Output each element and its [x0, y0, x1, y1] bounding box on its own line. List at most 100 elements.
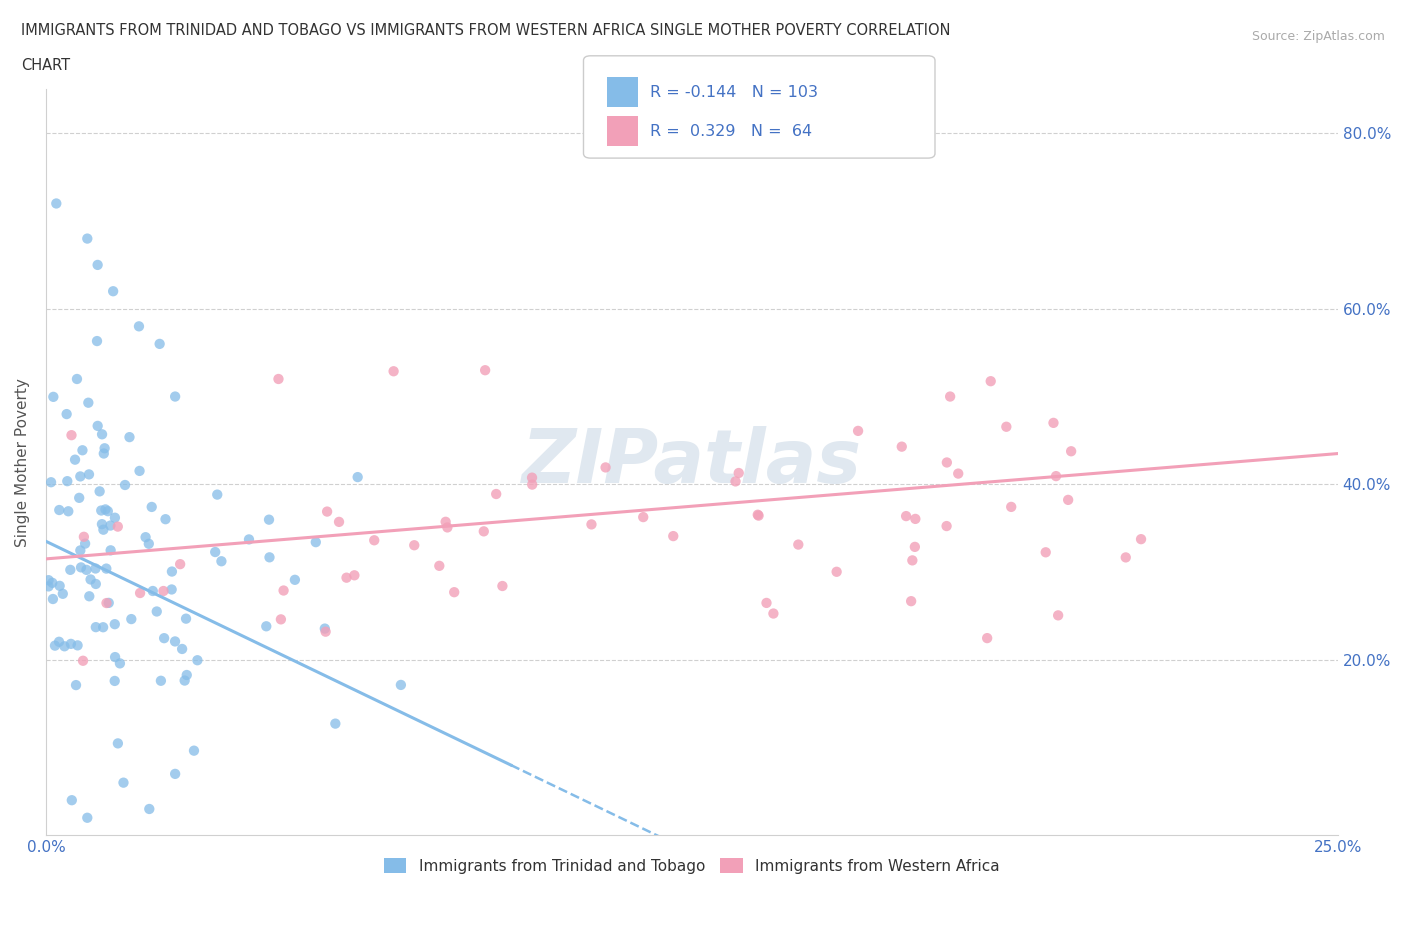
Point	[169, 557, 191, 572]
Point	[100, 518, 122, 533]
Point	[59, 636, 82, 651]
Point	[48, 578, 70, 593]
Point	[254, 618, 277, 633]
Point	[69, 543, 91, 558]
Point	[79, 572, 101, 587]
Point	[97, 504, 120, 519]
Point	[129, 586, 152, 601]
Point	[90, 517, 112, 532]
Point	[118, 430, 141, 445]
Point	[522, 477, 544, 492]
Point	[138, 537, 160, 551]
Point	[142, 583, 165, 598]
Point	[890, 439, 912, 454]
Text: R =  0.329   N =  64: R = 0.329 N = 64	[650, 124, 811, 139]
Point	[145, 604, 167, 619]
Point	[104, 673, 127, 688]
Point	[846, 423, 869, 438]
Point	[335, 570, 357, 585]
Point	[270, 612, 292, 627]
Point	[1115, 550, 1137, 565]
Point	[174, 611, 197, 626]
Point	[93, 441, 115, 456]
Point	[257, 512, 280, 527]
Point	[631, 510, 654, 525]
Point	[900, 593, 922, 608]
Point	[77, 395, 100, 410]
Point	[284, 572, 307, 587]
Point	[90, 503, 112, 518]
Point	[86, 418, 108, 433]
Point	[39, 475, 62, 490]
Point	[60, 792, 83, 807]
Point	[160, 582, 183, 597]
Point	[59, 563, 82, 578]
Point	[1130, 532, 1153, 547]
Point	[1000, 499, 1022, 514]
Text: R = -0.144   N = 103: R = -0.144 N = 103	[650, 85, 817, 100]
Point	[787, 538, 810, 552]
Point	[204, 545, 226, 560]
Point	[183, 743, 205, 758]
Point	[91, 427, 114, 442]
Point	[485, 486, 508, 501]
Point	[1057, 493, 1080, 508]
Point	[165, 766, 187, 781]
Point	[97, 595, 120, 610]
Point	[980, 374, 1002, 389]
Point	[976, 631, 998, 645]
Point	[436, 520, 458, 535]
Point	[434, 514, 457, 529]
Point	[73, 529, 96, 544]
Point	[939, 389, 962, 404]
Point	[346, 470, 368, 485]
Point	[186, 653, 208, 668]
Point	[314, 621, 336, 636]
Point	[325, 716, 347, 731]
Point	[107, 519, 129, 534]
Point	[45, 196, 67, 211]
Point	[315, 624, 337, 639]
Point	[84, 561, 107, 576]
Point	[86, 258, 108, 272]
Point	[101, 284, 124, 299]
Y-axis label: Single Mother Poverty: Single Mother Poverty	[15, 378, 30, 547]
Point	[305, 535, 328, 550]
Point	[316, 504, 339, 519]
Point	[48, 634, 70, 649]
Point	[86, 334, 108, 349]
Point	[472, 524, 495, 538]
Point	[662, 528, 685, 543]
Point	[138, 802, 160, 817]
Point	[155, 512, 177, 526]
Point	[107, 736, 129, 751]
Point	[104, 511, 127, 525]
Point	[172, 642, 194, 657]
Point	[76, 232, 98, 246]
Point	[427, 558, 450, 573]
Point	[748, 508, 770, 523]
Point	[165, 634, 187, 649]
Point	[152, 583, 174, 598]
Point	[55, 406, 77, 421]
Point	[267, 372, 290, 387]
Text: IMMIGRANTS FROM TRINIDAD AND TOBAGO VS IMMIGRANTS FROM WESTERN AFRICA SINGLE MOT: IMMIGRANTS FROM TRINIDAD AND TOBAGO VS I…	[21, 23, 950, 38]
Point	[581, 517, 603, 532]
Point	[1045, 469, 1067, 484]
Point	[100, 543, 122, 558]
Point	[56, 473, 79, 488]
Point	[404, 538, 426, 552]
Point	[76, 810, 98, 825]
Point	[63, 452, 86, 467]
Point	[52, 586, 75, 601]
Point	[343, 568, 366, 583]
Point	[38, 573, 60, 588]
Point	[89, 484, 111, 498]
Point	[825, 565, 848, 579]
Point	[66, 638, 89, 653]
Point	[70, 560, 93, 575]
Point	[108, 656, 131, 671]
Point	[141, 499, 163, 514]
Point	[901, 553, 924, 568]
Point	[128, 463, 150, 478]
